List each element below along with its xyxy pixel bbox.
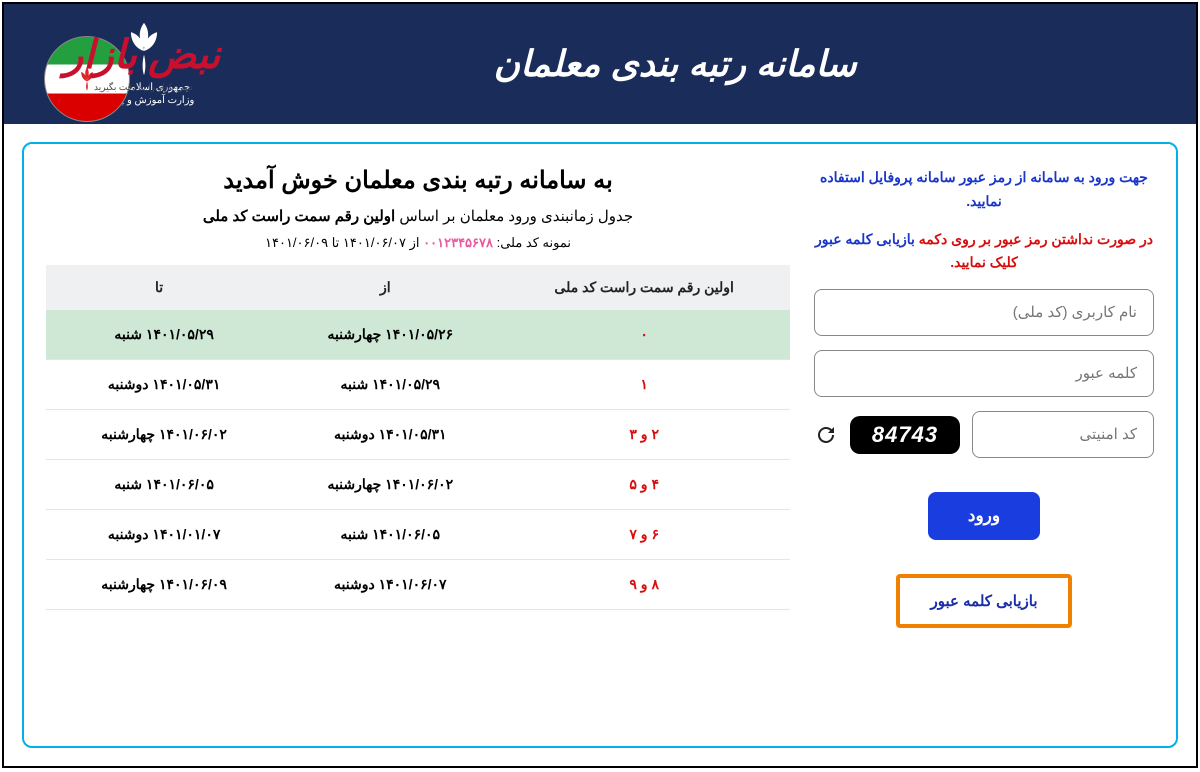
main-panel: جهت ورود به سامانه از رمز عبور سامانه پر… — [22, 142, 1178, 748]
schedule-subtitle: جدول زمانبندی ورود معلمان بر اساس اولین … — [46, 207, 790, 225]
col-to: تا — [46, 265, 272, 310]
to-cell: چهارشنبه ۱۴۰۱/۰۶/۰۹ — [46, 560, 272, 610]
login-notice-1: جهت ورود به سامانه از رمز عبور سامانه پر… — [814, 166, 1154, 214]
from-cell: چهارشنبه ۱۴۰۱/۰۵/۲۶ — [272, 310, 498, 360]
digit-cell: ۸ و ۹ — [498, 560, 790, 610]
from-cell: دوشنبه ۱۴۰۱/۰۵/۳۱ — [272, 410, 498, 460]
from-cell: چهارشنبه ۱۴۰۱/۰۶/۰۲ — [272, 460, 498, 510]
table-row: ۲ و ۳دوشنبه ۱۴۰۱/۰۵/۳۱چهارشنبه ۱۴۰۱/۰۶/۰… — [46, 410, 790, 460]
login-button[interactable]: ورود — [928, 492, 1040, 540]
schedule-panel: به سامانه رتبه بندی معلمان خوش آمدید جدو… — [46, 166, 790, 724]
captcha-image: 84743 — [850, 416, 960, 454]
col-digit: اولین رقم سمت راست کد ملی — [498, 265, 790, 310]
login-form: جهت ورود به سامانه از رمز عبور سامانه پر… — [814, 166, 1154, 724]
from-cell: دوشنبه ۱۴۰۱/۰۶/۰۷ — [272, 560, 498, 610]
captcha-input[interactable] — [972, 411, 1154, 458]
digit-cell: ۶ و ۷ — [498, 510, 790, 560]
refresh-captcha-icon[interactable] — [814, 423, 838, 447]
table-row: ۰چهارشنبه ۱۴۰۱/۰۵/۲۶شنبه ۱۴۰۱/۰۵/۲۹ — [46, 310, 790, 360]
to-cell: دوشنبه ۱۴۰۱/۰۱/۰۷ — [46, 510, 272, 560]
digit-cell: ۴ و ۵ — [498, 460, 790, 510]
to-cell: شنبه ۱۴۰۱/۰۵/۲۹ — [46, 310, 272, 360]
table-row: ۴ و ۵چهارشنبه ۱۴۰۱/۰۶/۰۲شنبه ۱۴۰۱/۰۶/۰۵ — [46, 460, 790, 510]
recover-password-button[interactable]: بازیابی کلمه عبور — [896, 574, 1071, 628]
schedule-table: اولین رقم سمت راست کد ملی از تا ۰چهارشنب… — [46, 265, 790, 610]
table-row: ۶ و ۷شنبه ۱۴۰۱/۰۶/۰۵دوشنبه ۱۴۰۱/۰۱/۰۷ — [46, 510, 790, 560]
col-from: از — [272, 265, 498, 310]
from-cell: شنبه ۱۴۰۱/۰۵/۲۹ — [272, 360, 498, 410]
digit-cell: ۱ — [498, 360, 790, 410]
table-row: ۱شنبه ۱۴۰۱/۰۵/۲۹دوشنبه ۱۴۰۱/۰۵/۳۱ — [46, 360, 790, 410]
example-row: نمونه کد ملی: ۰۰۱۲۳۴۵۶۷۸ از ۱۴۰۱/۰۶/۰۷ ت… — [46, 235, 790, 251]
to-cell: چهارشنبه ۱۴۰۱/۰۶/۰۲ — [46, 410, 272, 460]
digit-cell: ۰ — [498, 310, 790, 360]
watermark-logo: نبض بازار — [64, 32, 220, 78]
from-cell: شنبه ۱۴۰۱/۰۶/۰۵ — [272, 510, 498, 560]
username-input[interactable] — [814, 289, 1154, 336]
page-title: سامانه رتبه بندی معلمان — [194, 43, 1156, 85]
to-cell: شنبه ۱۴۰۱/۰۶/۰۵ — [46, 460, 272, 510]
digit-cell: ۲ و ۳ — [498, 410, 790, 460]
table-row: ۸ و ۹دوشنبه ۱۴۰۱/۰۶/۰۷چهارشنبه ۱۴۰۱/۰۶/۰… — [46, 560, 790, 610]
password-input[interactable] — [814, 350, 1154, 397]
to-cell: دوشنبه ۱۴۰۱/۰۵/۳۱ — [46, 360, 272, 410]
login-notice-2: در صورت نداشتن رمز عبور بر روی دکمه بازی… — [814, 228, 1154, 276]
welcome-title: به سامانه رتبه بندی معلمان خوش آمدید — [46, 166, 790, 195]
watermark-tagline: نبض بازار را به دقت بگیرید — [94, 82, 193, 93]
